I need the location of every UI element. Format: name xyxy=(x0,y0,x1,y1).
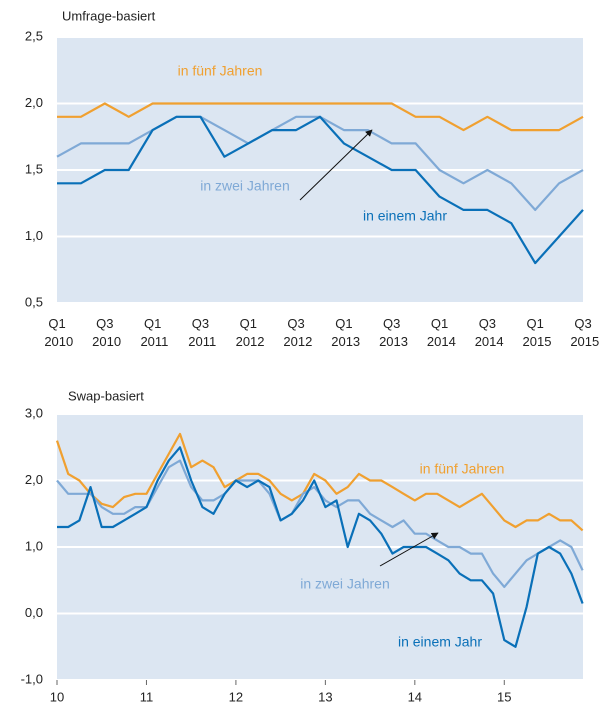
chart-title: Umfrage-basiert xyxy=(62,8,156,23)
series-line xyxy=(55,432,584,532)
series-label: in fünf Jahren xyxy=(420,461,505,477)
series-label: in zwei Jahren xyxy=(300,576,390,592)
x-tick-label: Q3 2011 xyxy=(185,316,217,349)
series-label: in einem Jahr xyxy=(363,208,447,224)
arrow xyxy=(379,532,439,567)
series-line xyxy=(57,102,584,132)
series-line xyxy=(57,115,584,265)
x-tick-label: 15 xyxy=(497,689,511,704)
y-tick-label: 0,5 xyxy=(25,294,43,309)
x-tick-label: Q1 2013 xyxy=(328,316,361,349)
y-tick-label: 1,5 xyxy=(25,161,43,176)
series-line xyxy=(57,446,584,648)
y-tick-label: -1,0 xyxy=(21,671,43,686)
y-tick-label: 3,0 xyxy=(25,405,43,420)
y-tick-label: 0,0 xyxy=(25,605,43,620)
x-tick-label: Q3 2012 xyxy=(280,316,313,349)
chart-title: Swap-basiert xyxy=(68,388,144,403)
x-tick-label: Q1 2015 xyxy=(519,316,552,349)
arrow xyxy=(299,129,373,201)
series-label: in einem Jahr xyxy=(398,634,482,650)
x-tick-label: 10 xyxy=(50,689,64,704)
x-tick-label: Q3 2013 xyxy=(375,316,408,349)
x-tick-label: 13 xyxy=(318,689,332,704)
x-tick-label: 11 xyxy=(140,689,154,704)
series-label: in fünf Jahren xyxy=(178,63,263,79)
x-tick-label: Q3 2015 xyxy=(567,316,600,349)
y-tick-label: 2,0 xyxy=(25,95,43,110)
x-tick-label: Q1 2012 xyxy=(232,316,265,349)
x-tick-label: 14 xyxy=(408,689,422,704)
x-tick-label: Q3 2014 xyxy=(471,316,504,349)
x-tick-label: Q1 2010 xyxy=(41,316,74,349)
y-tick-label: 1,0 xyxy=(25,228,43,243)
x-tick-label: Q1 2011 xyxy=(137,316,169,349)
series-label: in zwei Jahren xyxy=(200,178,290,194)
y-tick-label: 2,5 xyxy=(25,28,43,43)
y-tick-label: 2,0 xyxy=(25,472,43,487)
x-tick-label: 12 xyxy=(229,689,243,704)
x-tick-label: Q3 2010 xyxy=(89,316,122,349)
y-tick-label: 1,0 xyxy=(25,538,43,553)
x-tick-label: Q1 2014 xyxy=(423,316,456,349)
